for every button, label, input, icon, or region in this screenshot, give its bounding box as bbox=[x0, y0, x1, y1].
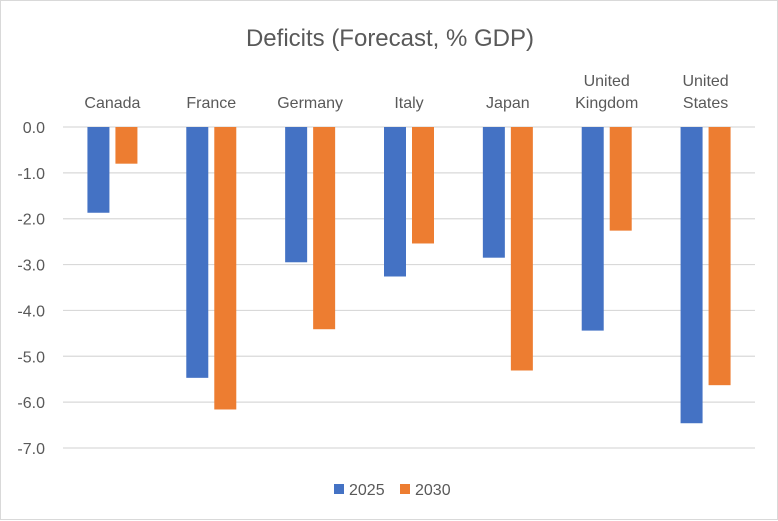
legend-swatch-2030 bbox=[400, 484, 410, 494]
y-tick-label: -4.0 bbox=[17, 303, 45, 320]
bar-2030-germany bbox=[313, 127, 336, 330]
category-label: Germany bbox=[277, 95, 343, 112]
y-axis-ticks: 0.0 -1.0 -2.0 -3.0 -4.0 -5.0 -6.0 -7.0 bbox=[17, 120, 45, 458]
y-tick-label: 0.0 bbox=[23, 120, 45, 137]
bar-2025-united-kingdom bbox=[581, 127, 604, 331]
legend-label-2025: 2025 bbox=[349, 482, 385, 499]
legend-swatch-2025 bbox=[334, 484, 344, 494]
bar-2025-italy bbox=[384, 127, 406, 277]
bar-2025-canada bbox=[87, 127, 110, 213]
category-labels: Canada France Germany Italy Japan United Kingd… bbox=[84, 73, 728, 112]
category-label: Japan bbox=[486, 95, 530, 112]
bar-2025-germany bbox=[285, 127, 308, 263]
bar-2030-italy bbox=[412, 127, 434, 244]
y-tick-label: -7.0 bbox=[17, 441, 45, 458]
y-tick-label: -1.0 bbox=[17, 166, 45, 183]
legend-label-2030: 2030 bbox=[415, 482, 451, 499]
category-label: Canada bbox=[84, 95, 140, 112]
gridlines bbox=[63, 126, 755, 449]
y-tick-label: -5.0 bbox=[17, 349, 45, 366]
category-label: Italy bbox=[394, 95, 423, 112]
bars bbox=[87, 127, 731, 424]
bar-2025-japan bbox=[482, 127, 505, 258]
bar-2030-japan bbox=[510, 127, 533, 371]
bar-2030-united-states bbox=[708, 127, 731, 386]
y-tick-label: -6.0 bbox=[17, 395, 45, 412]
bar-2030-france bbox=[214, 127, 237, 410]
bar-2025-france bbox=[186, 127, 209, 378]
category-label: United Kingdom bbox=[575, 73, 638, 112]
legend: 2025 2030 bbox=[334, 482, 451, 499]
bar-2030-united-kingdom bbox=[609, 127, 632, 231]
category-label: United States bbox=[682, 73, 728, 112]
bar-2030-canada bbox=[115, 127, 138, 164]
category-label: France bbox=[186, 95, 236, 112]
y-tick-label: -3.0 bbox=[17, 258, 45, 275]
y-tick-label: -2.0 bbox=[17, 212, 45, 229]
chart-title: Deficits (Forecast, % GDP) bbox=[246, 25, 534, 52]
bar-2025-united-states bbox=[680, 127, 703, 424]
